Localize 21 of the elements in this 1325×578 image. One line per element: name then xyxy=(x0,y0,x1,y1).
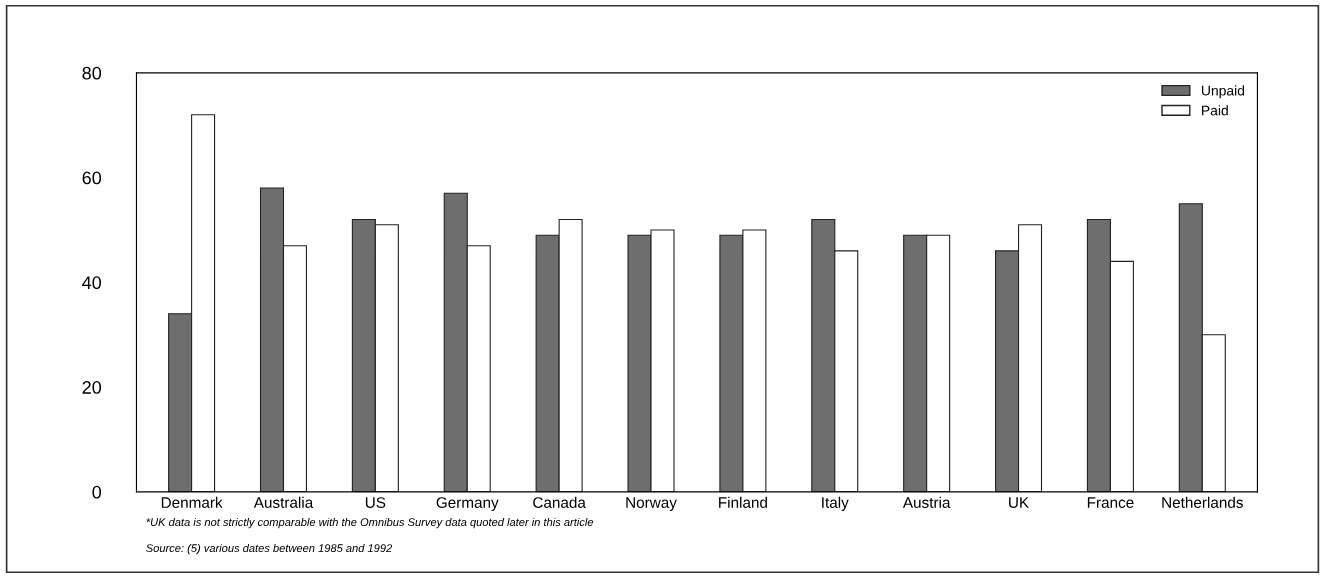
x-tick-label: Germany xyxy=(436,497,499,511)
x-tick-label: Finland xyxy=(719,496,767,508)
x-tick-label: Austria xyxy=(902,496,951,508)
y-tick-label: 60 xyxy=(82,171,102,185)
x-tick-label: Australia xyxy=(253,496,314,508)
y-tick-label: 40 xyxy=(82,276,102,290)
y-tick-label: 20 xyxy=(82,381,102,394)
y-tick-label: 80 xyxy=(82,66,102,80)
x-tick-label: Norway xyxy=(626,497,677,511)
x-tick-label: Denmark xyxy=(161,496,223,508)
x-tick-label: UK xyxy=(1009,497,1029,508)
source-note: Source: (5) various dates between 1985 and 1992 xyxy=(146,543,393,555)
text: *UK data is not strictly comparable with the Omnibus Survey data quoted later in this article xyxy=(146,517,594,529)
x-tick-label: US xyxy=(365,497,386,508)
legend-label: Unpaid xyxy=(1201,85,1245,99)
x-tick-label: France xyxy=(1087,497,1134,508)
x-tick-label: Netherlands xyxy=(1162,496,1243,508)
x-tick-label: Canada xyxy=(533,496,586,508)
y-tick-label: 0 xyxy=(92,485,102,499)
x-tick-label: Italy xyxy=(822,496,849,511)
legend-label: Paid xyxy=(1202,105,1228,116)
